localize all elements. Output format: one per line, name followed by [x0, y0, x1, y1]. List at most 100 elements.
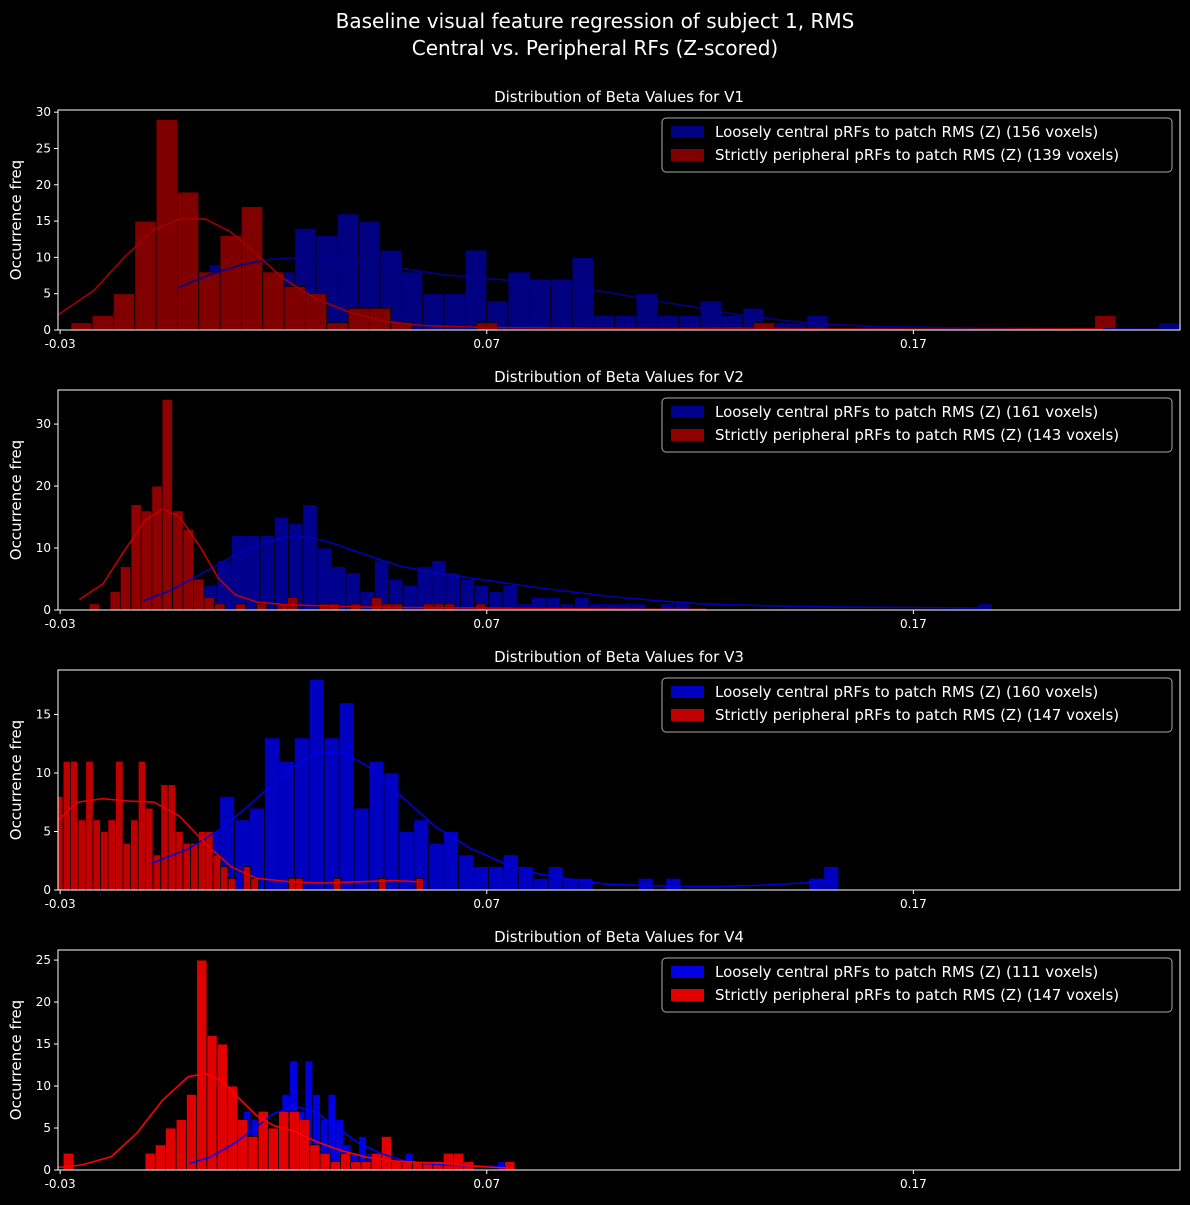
y-axis-label: Occurrence freq: [7, 1000, 25, 1120]
histogram-bar: [475, 603, 487, 610]
histogram-bar: [226, 1085, 239, 1170]
legend-swatch-central: [671, 686, 704, 698]
histogram-bar: [172, 510, 184, 610]
histogram-bar: [219, 235, 242, 330]
histogram-bar: [151, 485, 163, 610]
histogram-bar: [340, 1152, 352, 1170]
y-tick-label: 10: [36, 1079, 51, 1093]
histogram-bar: [255, 603, 268, 610]
y-tick-label: 5: [43, 1121, 51, 1135]
panels: Distribution of Beta Values for V1 Occurr…: [7, 88, 1181, 1191]
legend-box: [661, 397, 1173, 453]
histogram-bar: [231, 535, 247, 610]
histogram-bar: [250, 877, 259, 890]
legend-label-central: Loosely central pRFs to patch RMS (Z) (1…: [715, 683, 1098, 701]
histogram-bar: [259, 535, 275, 610]
histogram-bar: [370, 1152, 382, 1170]
axes-frame: [57, 949, 1181, 1171]
histogram-bar: [91, 315, 114, 330]
histogram-bar: [109, 591, 121, 610]
histogram-bar: [635, 293, 658, 330]
histogram-bar: [154, 1144, 166, 1170]
panel-title: Distribution of Beta Values for V1: [494, 88, 744, 106]
y-tick-label: 0: [43, 1163, 51, 1177]
x-tick-label: 0.17: [900, 897, 927, 911]
histogram-bar: [326, 322, 349, 330]
plot-area: [78, 398, 993, 610]
legend-box: [661, 117, 1173, 173]
histogram-bar: [273, 516, 289, 610]
x-tick-label: 0.17: [900, 617, 927, 631]
histogram-bar: [62, 760, 72, 890]
histogram-bar: [288, 1110, 300, 1170]
histogram-bar: [122, 842, 132, 890]
histogram-bar: [167, 784, 176, 890]
legend-label-central: Loosely central pRFs to patch RMS (Z) (1…: [715, 123, 1098, 141]
x-tick-label: 0.07: [473, 337, 500, 351]
legend-label-peripheral: Strictly peripheral pRFs to patch RMS (Z…: [715, 426, 1119, 444]
histogram-bar: [241, 206, 264, 330]
histogram-bar: [182, 529, 194, 610]
panel-title: Distribution of Beta Values for V4: [494, 928, 744, 946]
histogram-bar: [177, 191, 200, 330]
legend-swatch-peripheral: [671, 429, 704, 441]
legend-label-central: Loosely central pRFs to patch RMS (Z) (1…: [715, 963, 1098, 981]
histogram-bar: [308, 678, 325, 890]
chart-panel-4: Distribution of Beta Values for V4 Occurr…: [7, 928, 1181, 1191]
histogram-bar: [165, 1127, 177, 1170]
legend-box: [661, 957, 1173, 1013]
histogram-bar: [235, 603, 247, 610]
histogram-bar: [699, 300, 722, 330]
histogram-bar: [193, 578, 205, 610]
legend-swatch-peripheral: [671, 989, 704, 1001]
y-tick-label: 20: [36, 479, 51, 493]
legend: Loosely central pRFs to patch RMS (Z) (1…: [661, 397, 1173, 453]
histogram-bar: [137, 760, 147, 890]
chart-panel-1: Distribution of Beta Values for V1 Occurr…: [7, 88, 1181, 351]
panel-title: Distribution of Beta Values for V2: [494, 368, 744, 386]
peripheral-kde-line: [58, 1072, 515, 1170]
x-tick-label: -0.03: [45, 897, 76, 911]
histogram-bar: [370, 597, 382, 610]
histogram-bar: [92, 819, 101, 890]
histogram-bar: [422, 293, 445, 330]
x-tick-label: -0.03: [45, 617, 76, 631]
plot-area: [58, 119, 1180, 330]
histogram-bar: [488, 866, 504, 890]
axes-frame: [57, 389, 1181, 611]
y-tick-label: 10: [36, 541, 51, 555]
x-tick-label: 0.07: [473, 617, 500, 631]
y-tick-label: 0: [43, 883, 51, 897]
histogram-bar: [100, 831, 109, 890]
histogram-bar: [309, 1144, 321, 1170]
histogram-bar: [278, 1110, 290, 1170]
histogram-bar: [186, 1094, 198, 1170]
legend: Loosely central pRFs to patch RMS (Z) (1…: [661, 957, 1173, 1013]
peripheral-series: [88, 398, 487, 610]
histogram-bar: [488, 591, 504, 610]
peripheral-kde-line: [58, 797, 419, 884]
legend-swatch-peripheral: [671, 709, 704, 721]
x-tick-label: 0.07: [473, 897, 500, 911]
y-tick-label: 25: [36, 953, 51, 967]
histogram-bar: [383, 772, 400, 890]
x-tick-label: 0.17: [900, 337, 927, 351]
histogram-bar: [502, 854, 519, 890]
histogram-bar: [198, 271, 221, 330]
histogram-bar: [329, 1161, 341, 1170]
histogram-bar: [401, 271, 424, 330]
legend-label-peripheral: Strictly peripheral pRFs to patch RMS (Z…: [715, 146, 1119, 164]
histogram-bar: [287, 877, 297, 890]
histogram-bar: [318, 603, 330, 610]
x-tick-label: 0.07: [473, 1177, 500, 1191]
histogram-bar: [175, 1119, 187, 1170]
peripheral-kde-line: [58, 218, 1104, 330]
chart-panel-2: Distribution of Beta Values for V2 Occurr…: [7, 368, 1181, 631]
y-tick-label: 5: [43, 287, 51, 301]
histogram-bar: [465, 249, 488, 330]
x-tick-label: -0.03: [45, 337, 76, 351]
histogram-bar: [227, 877, 237, 890]
histogram-bar: [299, 1119, 311, 1170]
histogram-bar: [369, 307, 392, 330]
